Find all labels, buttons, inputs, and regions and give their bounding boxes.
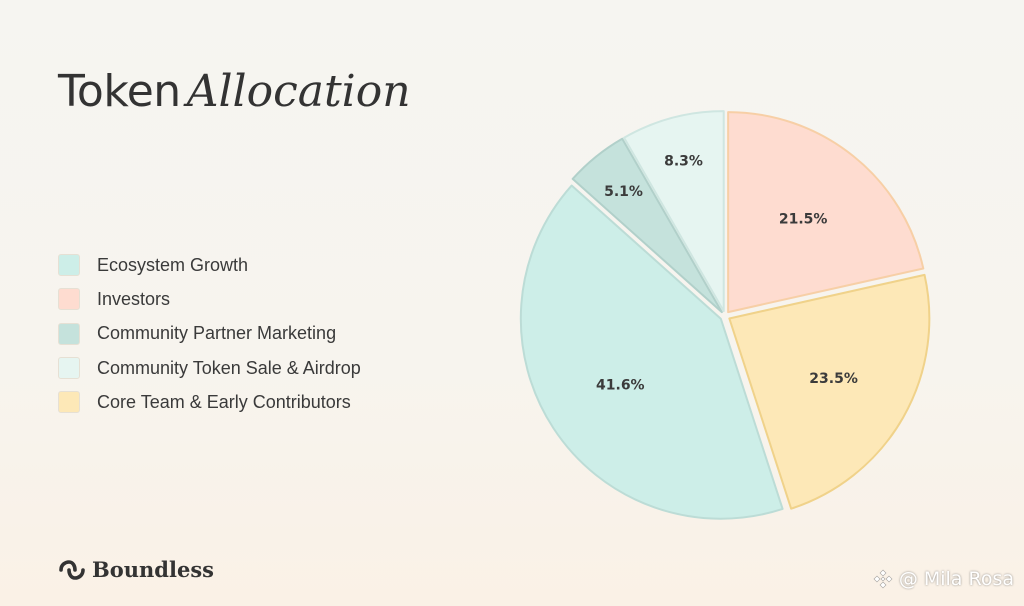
pie-slice <box>519 184 784 520</box>
pie-slice <box>727 111 925 314</box>
slice-value-label: 23.5% <box>809 371 858 387</box>
watermark-text: @ Mila Rosa <box>898 568 1014 590</box>
legend-label: Community Partner Marketing <box>97 323 337 344</box>
legend-item: Investors <box>58 282 361 316</box>
slice-value-label: 21.5% <box>779 211 828 227</box>
watermark: @ Mila Rosa <box>872 568 1014 590</box>
legend-swatch <box>58 288 80 311</box>
legend-label: Ecosystem Growth <box>97 254 249 275</box>
pie-slice <box>728 273 931 510</box>
brand: Boundless <box>58 557 214 582</box>
legend-swatch <box>58 254 80 277</box>
brand-name: Boundless <box>92 557 214 582</box>
slice-value-label: 8.3% <box>664 153 703 169</box>
binance-logo-icon <box>873 569 893 589</box>
slice-value-label: 41.6% <box>596 377 645 393</box>
title-accent: Allocation <box>186 66 411 117</box>
legend-item: Ecosystem Growth <box>58 248 361 282</box>
legend-swatch <box>58 391 80 414</box>
pie-slice <box>623 110 725 313</box>
page-title: Token Allocation <box>58 66 411 117</box>
legend-label: Community Token Sale & Airdrop <box>97 357 361 378</box>
chart-legend: Ecosystem Growth Investors Community Par… <box>58 248 361 419</box>
legend-label: Investors <box>97 288 171 309</box>
legend-item: Community Partner Marketing <box>58 317 361 351</box>
legend-item: Community Token Sale & Airdrop <box>58 351 361 385</box>
boundless-logo-icon <box>59 559 85 580</box>
title-main: Token <box>58 66 181 117</box>
legend-label: Core Team & Early Contributors <box>97 391 351 412</box>
slice-value-label: 5.1% <box>604 184 643 200</box>
legend-item: Core Team & Early Contributors <box>58 385 361 419</box>
pie-slice <box>571 137 723 314</box>
legend-swatch <box>58 357 80 380</box>
legend-swatch <box>58 322 80 345</box>
